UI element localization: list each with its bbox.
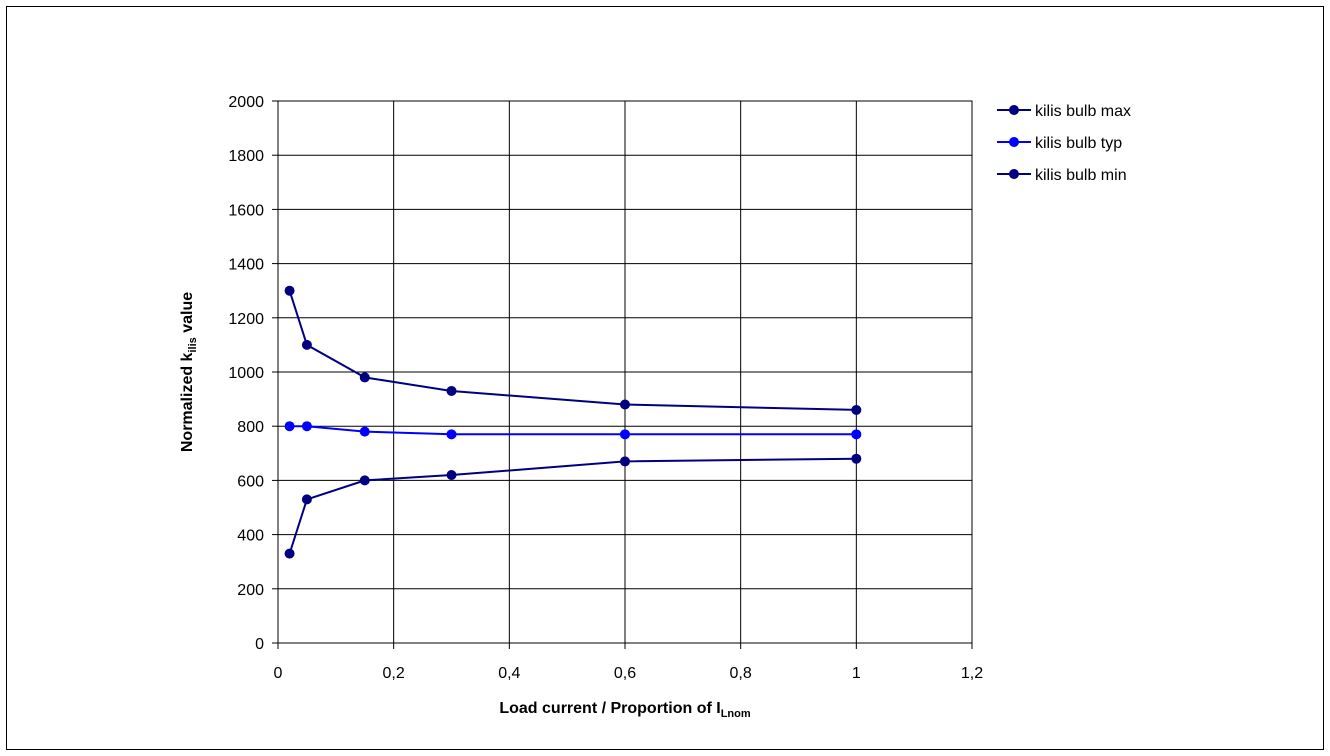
data-point — [359, 475, 370, 486]
data-point — [446, 385, 457, 396]
data-point — [284, 421, 295, 432]
legend-item: kilis bulb max — [997, 103, 1131, 120]
y-tick-label: 600 — [237, 473, 264, 490]
data-point — [620, 429, 630, 440]
y-axis-ticks: 0 200 400 600 800 1000 1200 1400 1600 1800 2000 — [228, 94, 278, 653]
x-axis-title: Load current / Proportion of ILnom — [499, 700, 750, 720]
legend-label: kilis bulb typ — [1035, 135, 1122, 152]
legend-item: kilis bulb typ — [997, 135, 1122, 152]
legend: kilis bulb max kilis bulb typ kilis bulb m… — [997, 103, 1131, 184]
x-tick-label: 0 — [274, 665, 283, 682]
series-1 — [284, 285, 862, 415]
series-2 — [284, 421, 862, 440]
data-point — [359, 372, 370, 383]
data-point — [620, 456, 630, 467]
x-tick-label: 0,8 — [730, 665, 752, 682]
legend-label: kilis bulb max — [1035, 103, 1131, 120]
x-tick-label: 0,2 — [383, 665, 405, 682]
y-tick-label: 200 — [237, 582, 264, 599]
data-point — [284, 285, 295, 296]
series-line — [288, 290, 857, 411]
legend-marker — [1009, 169, 1019, 179]
x-tick-label: 1 — [852, 665, 861, 682]
y-axis-title-prefix: Normalized k — [179, 352, 196, 452]
legend-marker — [1009, 137, 1019, 147]
series-line — [288, 457, 857, 554]
y-tick-label: 1800 — [228, 148, 264, 165]
y-axis-title: Normalized kilis value — [179, 292, 199, 452]
y-tick-label: 1000 — [228, 365, 264, 382]
data-point — [851, 453, 862, 464]
x-tick-label: 0,4 — [498, 665, 520, 682]
series-3 — [284, 453, 862, 559]
data-point — [301, 421, 312, 432]
y-axis-title-subscript: ilis — [187, 337, 199, 352]
y-tick-label: 1200 — [228, 311, 264, 328]
y-tick-label: 800 — [237, 419, 264, 436]
data-point — [851, 404, 862, 415]
legend-item: kilis bulb min — [997, 167, 1127, 184]
grid-lines — [278, 101, 972, 643]
legend-marker — [1009, 105, 1019, 115]
x-axis-title-subscript: Lnom — [721, 708, 751, 720]
y-tick-label: 0 — [255, 636, 264, 653]
data-point — [359, 426, 370, 437]
data-point — [301, 494, 312, 505]
y-axis-title-suffix: value — [179, 292, 196, 337]
series-layer — [284, 285, 862, 559]
x-axis-title-main: Load current / Proportion of I — [499, 700, 720, 717]
y-tick-label: 2000 — [228, 94, 264, 111]
legend-label: kilis bulb min — [1035, 167, 1127, 184]
data-point — [620, 399, 630, 410]
y-tick-label: 1400 — [228, 257, 264, 274]
data-point — [284, 548, 295, 559]
data-point — [446, 429, 457, 440]
x-tick-label: 0,6 — [614, 665, 636, 682]
y-tick-label: 400 — [237, 528, 264, 545]
data-point — [851, 429, 862, 440]
data-point — [446, 469, 457, 480]
data-point — [301, 339, 312, 350]
y-tick-label: 1600 — [228, 202, 264, 219]
x-tick-label: 1,2 — [961, 665, 983, 682]
x-axis-ticks: 0 0,2 0,4 0,6 0,8 1 1,2 — [274, 643, 983, 682]
